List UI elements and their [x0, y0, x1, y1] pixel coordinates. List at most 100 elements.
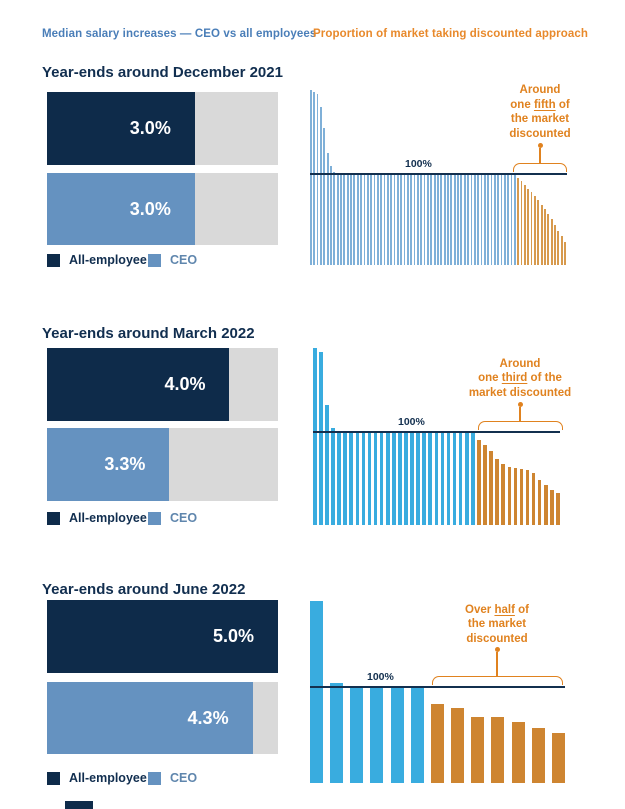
- legend-swatch-all-employee: [47, 771, 60, 785]
- company-bar: [316, 94, 319, 265]
- legend-label-all-employee: All-employee: [69, 511, 147, 525]
- company-bar: [503, 175, 506, 265]
- company-bar: [501, 464, 506, 525]
- company-bar: [507, 175, 510, 265]
- company-bar: [537, 200, 540, 265]
- company-bar: [519, 468, 524, 525]
- company-bar: [403, 175, 406, 265]
- company-bar: [360, 175, 362, 265]
- strip-bars: [313, 340, 560, 525]
- company-bar: [510, 175, 513, 265]
- company-bar: [393, 175, 396, 265]
- strip-bars: [310, 85, 567, 265]
- company-bar: [534, 195, 536, 265]
- bar-value-label: 4.0%: [164, 374, 206, 394]
- median-bar-track-all-employee: 3.0%: [47, 92, 278, 165]
- company-bar: [413, 175, 416, 265]
- legend-label-ceo: CEO: [170, 511, 198, 525]
- company-bar: [560, 236, 563, 265]
- company-bar: [379, 433, 384, 525]
- median-bar-fill-all-employee: 5.0%: [47, 600, 278, 673]
- median-bar-fill-all-employee: 3.0%: [47, 92, 195, 165]
- company-bar: [467, 175, 469, 265]
- legend-swatch-all-employee: [47, 511, 60, 525]
- company-bar: [390, 175, 393, 265]
- company-bar: [434, 433, 439, 525]
- company-bar: [417, 175, 419, 265]
- company-bar: [433, 175, 436, 265]
- company-bar: [355, 433, 360, 525]
- company-bar: [410, 688, 424, 783]
- company-bar: [386, 175, 389, 265]
- company-bar: [430, 704, 444, 783]
- company-bar: [451, 708, 465, 783]
- chart-header-discounted-proportion: Proportion of market taking discounted a…: [313, 28, 588, 40]
- company-bar: [540, 204, 543, 265]
- company-bar: [489, 451, 493, 525]
- company-bar: [511, 722, 525, 783]
- company-bar: [520, 181, 523, 265]
- company-bar: [491, 716, 505, 783]
- company-bar: [313, 348, 317, 525]
- company-bar: [437, 175, 439, 265]
- legend: All-employee CEO: [47, 511, 197, 525]
- company-bar: [331, 428, 335, 525]
- company-bar: [353, 175, 356, 265]
- company-bar: [370, 175, 372, 265]
- annotation-text: Around one third of the market discounted: [468, 357, 572, 399]
- legend-item-ceo: CEO: [148, 511, 197, 525]
- brace: [513, 163, 567, 172]
- chart-header-median-salary: Median salary increases — CEO vs all emp…: [42, 28, 317, 40]
- company-bar: [430, 175, 433, 265]
- hundred-percent-line: [310, 685, 565, 688]
- company-bar: [383, 175, 386, 265]
- company-bar: [310, 600, 323, 783]
- company-bar: [427, 175, 429, 265]
- section-title: Year-ends around June 2022: [42, 581, 246, 598]
- median-bar-track-all-employee: 5.0%: [47, 600, 278, 673]
- median-bar-track-ceo: 3.3%: [47, 428, 278, 501]
- company-bar: [350, 688, 364, 783]
- company-bar: [480, 175, 483, 265]
- legend-swatch-ceo: [148, 771, 161, 785]
- company-bar: [330, 683, 344, 783]
- legend-swatch-ceo: [148, 511, 161, 525]
- company-bar: [440, 175, 443, 265]
- company-bar: [330, 166, 332, 265]
- company-bar: [483, 445, 487, 525]
- median-bar-track-all-employee: 4.0%: [47, 348, 278, 421]
- section-title: Year-ends around March 2022: [42, 325, 255, 342]
- company-bar: [483, 175, 486, 265]
- strip-chart-march-2022: 100% Around one third of the market discou…: [313, 340, 571, 525]
- bar-value-label: 5.0%: [212, 626, 254, 646]
- company-bar: [544, 209, 546, 265]
- company-bar: [464, 433, 469, 525]
- company-bar: [370, 688, 384, 783]
- company-bar: [323, 128, 326, 265]
- company-bar: [416, 433, 420, 525]
- hundred-percent-line: [313, 430, 560, 433]
- strip-chart-december-2021: 100% Around one fifth of the market discoun…: [310, 84, 571, 265]
- brace: [432, 676, 563, 685]
- company-bar: [423, 175, 426, 265]
- company-bar: [410, 175, 413, 265]
- annotation-connector: [539, 148, 541, 163]
- company-bar: [443, 175, 446, 265]
- company-bar: [447, 175, 449, 265]
- section-title: Year-ends around December 2021: [42, 64, 283, 81]
- company-bar: [428, 433, 433, 525]
- company-bar: [380, 175, 383, 265]
- annotation-text: Over half of the market discounted: [465, 603, 529, 645]
- company-bar: [422, 433, 426, 525]
- company-bar: [319, 352, 323, 525]
- company-bar: [385, 433, 390, 525]
- legend: All-employee CEO: [47, 771, 197, 785]
- company-bar: [450, 175, 453, 265]
- company-bar: [557, 230, 560, 265]
- bar-value-label: 3.3%: [104, 454, 146, 474]
- company-bar: [564, 241, 566, 265]
- company-bar: [350, 175, 352, 265]
- annotation-dot: [537, 143, 543, 148]
- median-bar-fill-ceo: 3.3%: [47, 428, 170, 501]
- company-bar: [550, 219, 553, 265]
